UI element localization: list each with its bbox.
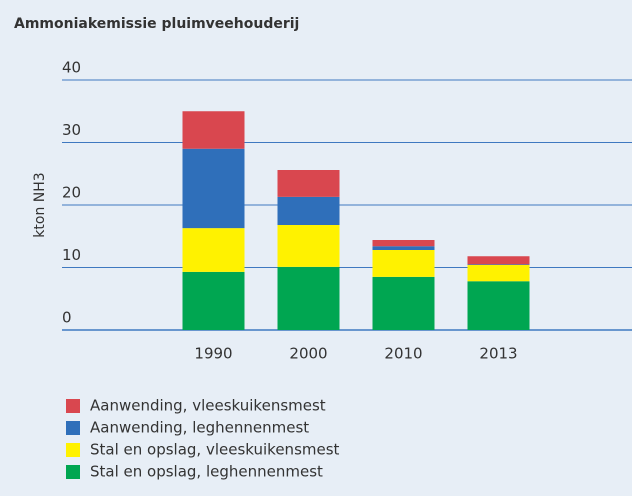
bar-segment: [372, 250, 435, 277]
bar-segment: [467, 264, 530, 265]
bar-segment: [277, 225, 340, 267]
bar-segment: [372, 246, 435, 250]
y-tick-label: 30: [62, 121, 81, 139]
y-tick-label: 20: [62, 184, 81, 202]
bar-segment: [182, 228, 245, 272]
bar-segment: [467, 281, 530, 330]
bar-segment: [277, 266, 340, 330]
x-tick-label: 1990: [194, 345, 232, 363]
legend-swatch: [66, 465, 80, 479]
bar-segment: [467, 256, 530, 265]
legend-label: Aanwending, vleeskuikensmest: [90, 397, 326, 415]
bar-segment: [182, 111, 245, 149]
bar-segment: [372, 276, 435, 330]
legend-swatch: [66, 399, 80, 413]
legend-swatch: [66, 421, 80, 435]
chart-title: Ammoniakemissie pluimveehouderij: [14, 16, 299, 32]
legend-label: Stal en opslag, vleeskuikensmest: [90, 441, 340, 459]
bar-segment: [182, 271, 245, 330]
bar-segment: [372, 240, 435, 247]
x-tick-label: 2013: [479, 345, 517, 363]
bar-segment: [277, 196, 340, 225]
y-axis-label: kton NH3: [32, 172, 48, 237]
y-tick-label: 10: [62, 246, 81, 264]
bar-segment: [467, 265, 530, 282]
y-tick-label: 40: [62, 59, 81, 77]
legend-label: Stal en opslag, leghennenmest: [90, 463, 323, 481]
x-tick-label: 2000: [289, 345, 327, 363]
bar-segment: [277, 170, 340, 197]
legend-label: Aanwending, leghennenmest: [90, 419, 309, 437]
x-tick-label: 2010: [384, 345, 422, 363]
bar-segment: [182, 148, 245, 229]
y-tick-label: 0: [62, 309, 72, 327]
legend-swatch: [66, 443, 80, 457]
